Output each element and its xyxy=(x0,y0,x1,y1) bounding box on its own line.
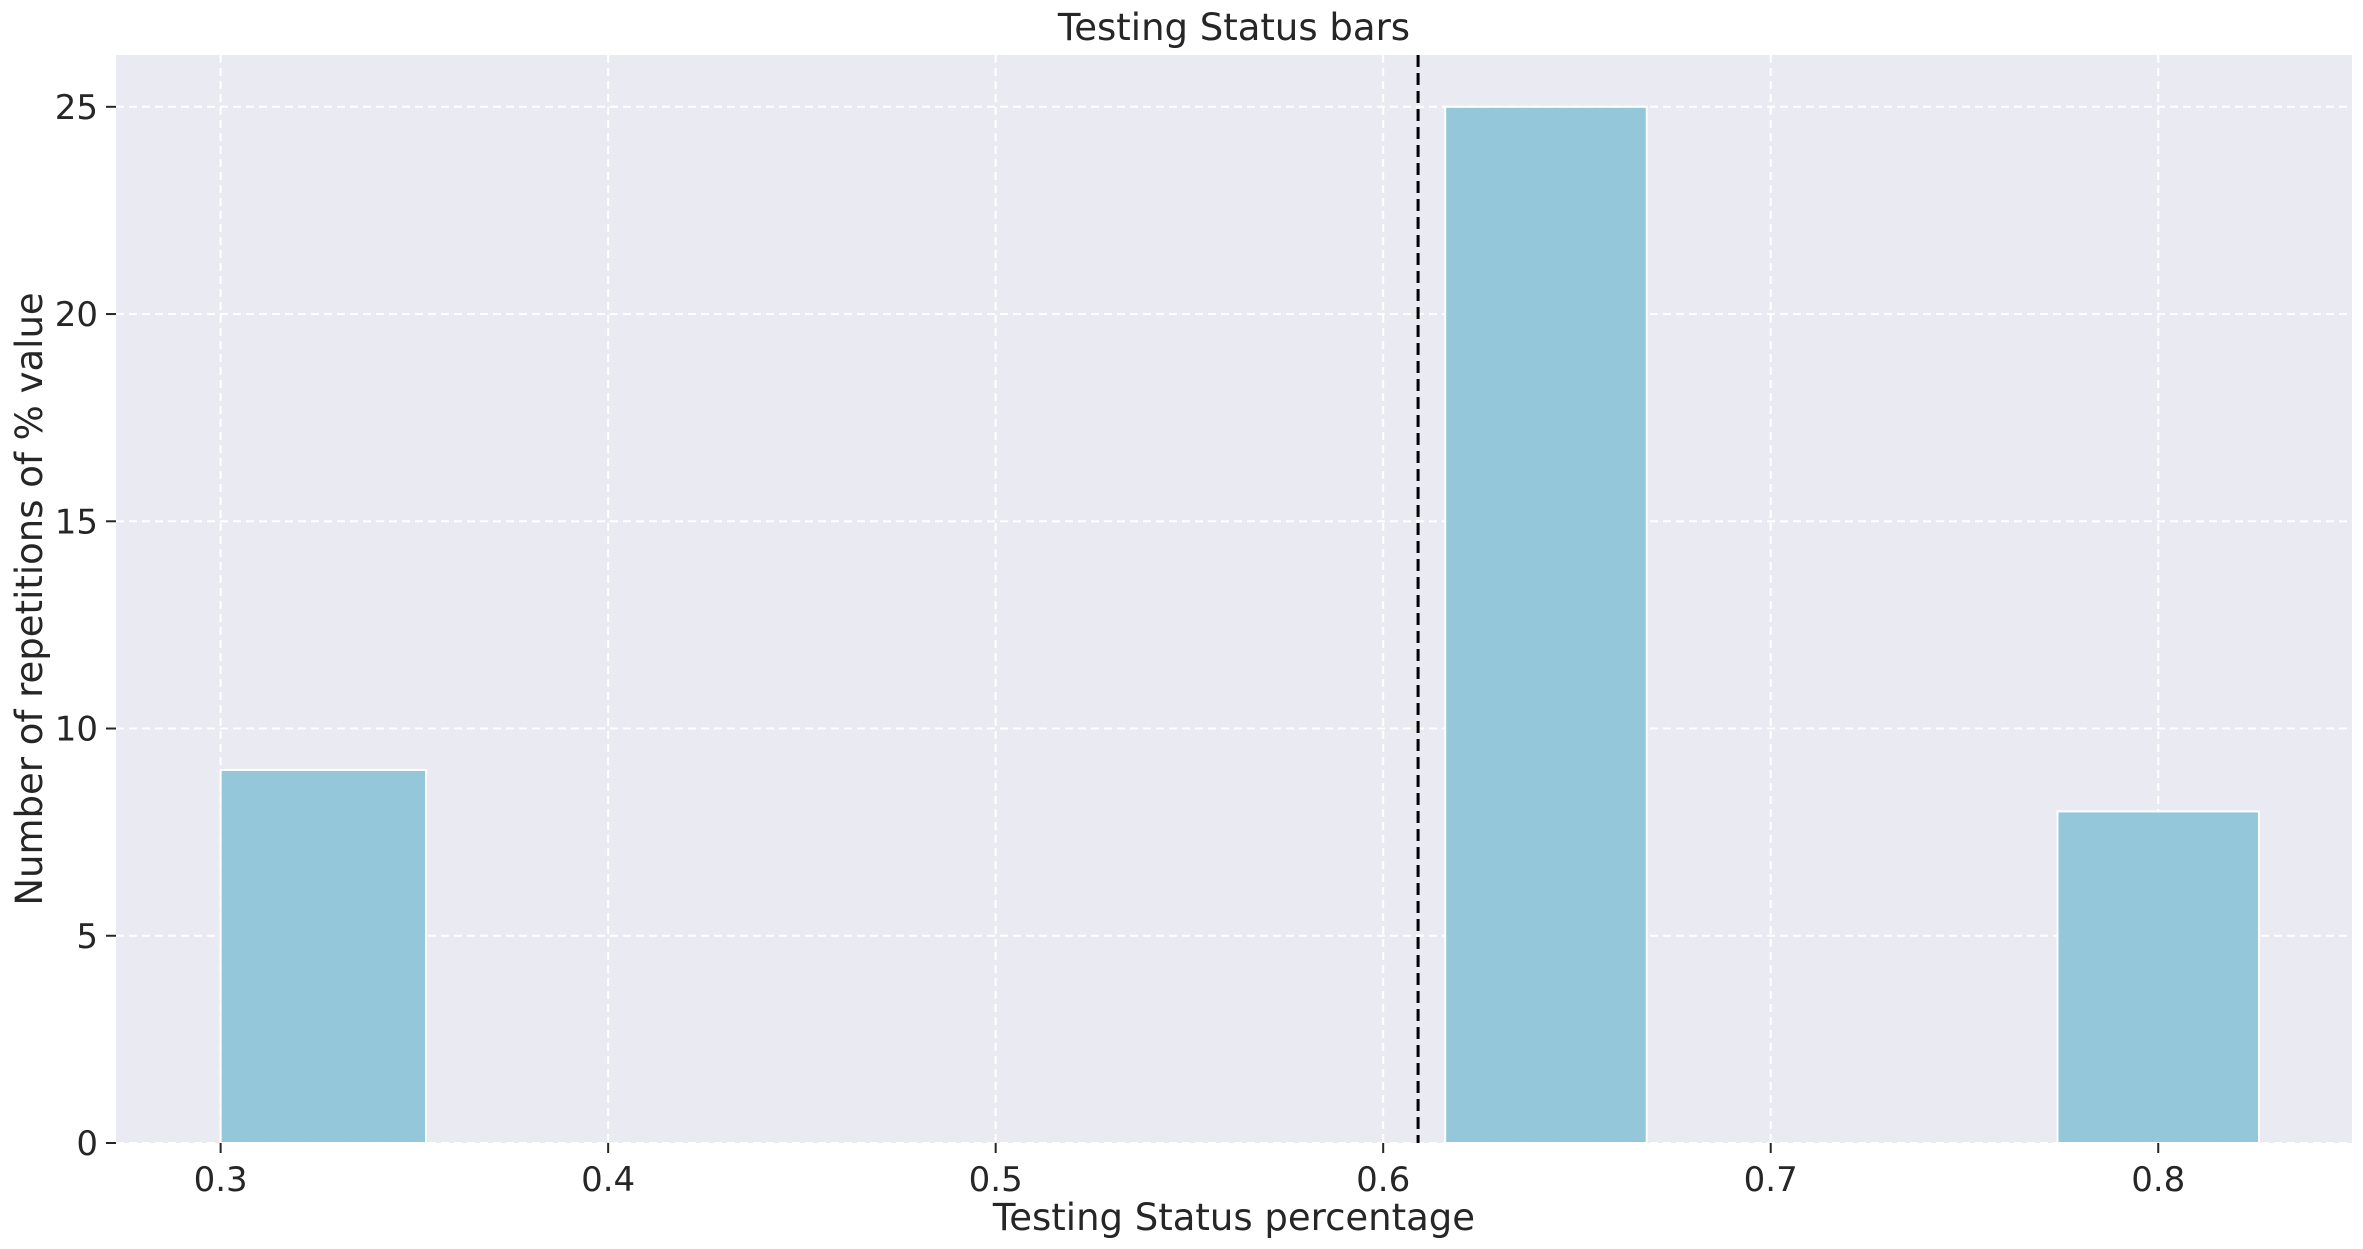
x-tick-label: 0.3 xyxy=(194,1160,248,1200)
y-tick-label: 10 xyxy=(55,710,98,750)
x-tick-label: 0.4 xyxy=(581,1160,635,1200)
x-axis-ticks: 0.3 0.4 0.5 0.6 0.7 0.8 xyxy=(194,1143,2185,1200)
y-axis-label: Number of repetitions of % value xyxy=(8,292,51,905)
bars xyxy=(219,105,2260,1145)
histogram-bar xyxy=(2056,810,2260,1145)
x-axis-label: Testing Status percentage xyxy=(992,1196,1475,1239)
x-tick-label: 0.6 xyxy=(1356,1160,1410,1200)
y-tick-label: 25 xyxy=(55,88,98,128)
y-tick-label: 20 xyxy=(55,295,98,335)
y-axis-ticks: 0 5 10 15 20 25 xyxy=(55,88,116,1164)
y-tick-label: 5 xyxy=(76,917,98,957)
histogram-bar xyxy=(1444,105,1648,1144)
grid-lines xyxy=(116,55,2352,1144)
x-tick-label: 0.8 xyxy=(2131,1160,2185,1200)
y-tick-label: 15 xyxy=(55,502,98,542)
x-tick-label: 0.7 xyxy=(1744,1160,1798,1200)
x-tick-label: 0.5 xyxy=(969,1160,1023,1200)
y-tick-label: 0 xyxy=(76,1124,98,1164)
histogram-bar xyxy=(219,768,428,1144)
chart-title: Testing Status bars xyxy=(1057,6,1410,49)
plot-area xyxy=(116,55,2352,1143)
